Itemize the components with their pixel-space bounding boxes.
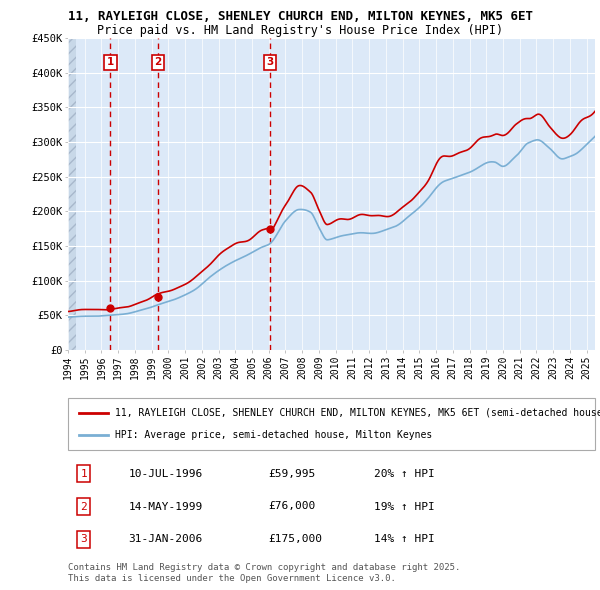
Text: 14-MAY-1999: 14-MAY-1999 xyxy=(128,502,203,512)
Text: 1: 1 xyxy=(80,468,87,478)
Text: 14% ↑ HPI: 14% ↑ HPI xyxy=(374,535,434,545)
Point xyxy=(265,224,275,234)
Text: £76,000: £76,000 xyxy=(268,502,316,512)
Text: 20% ↑ HPI: 20% ↑ HPI xyxy=(374,468,434,478)
Text: 1: 1 xyxy=(107,57,114,67)
Text: 3: 3 xyxy=(80,535,87,545)
Point xyxy=(106,304,115,313)
Text: 2: 2 xyxy=(80,502,87,512)
FancyBboxPatch shape xyxy=(68,398,595,450)
Point xyxy=(153,293,163,302)
Text: Contains HM Land Registry data © Crown copyright and database right 2025.
This d: Contains HM Land Registry data © Crown c… xyxy=(68,563,460,583)
Text: £59,995: £59,995 xyxy=(268,468,316,478)
Text: 2: 2 xyxy=(154,57,161,67)
Text: HPI: Average price, semi-detached house, Milton Keynes: HPI: Average price, semi-detached house,… xyxy=(115,431,433,441)
Text: 3: 3 xyxy=(266,57,274,67)
Text: 11, RAYLEIGH CLOSE, SHENLEY CHURCH END, MILTON KEYNES, MK5 6ET (semi-detached ho: 11, RAYLEIGH CLOSE, SHENLEY CHURCH END, … xyxy=(115,408,600,418)
Text: £175,000: £175,000 xyxy=(268,535,322,545)
Text: 31-JAN-2006: 31-JAN-2006 xyxy=(128,535,203,545)
Text: 10-JUL-1996: 10-JUL-1996 xyxy=(128,468,203,478)
Text: 11, RAYLEIGH CLOSE, SHENLEY CHURCH END, MILTON KEYNES, MK5 6ET: 11, RAYLEIGH CLOSE, SHENLEY CHURCH END, … xyxy=(67,10,533,23)
Text: Price paid vs. HM Land Registry's House Price Index (HPI): Price paid vs. HM Land Registry's House … xyxy=(97,24,503,37)
Text: 19% ↑ HPI: 19% ↑ HPI xyxy=(374,502,434,512)
